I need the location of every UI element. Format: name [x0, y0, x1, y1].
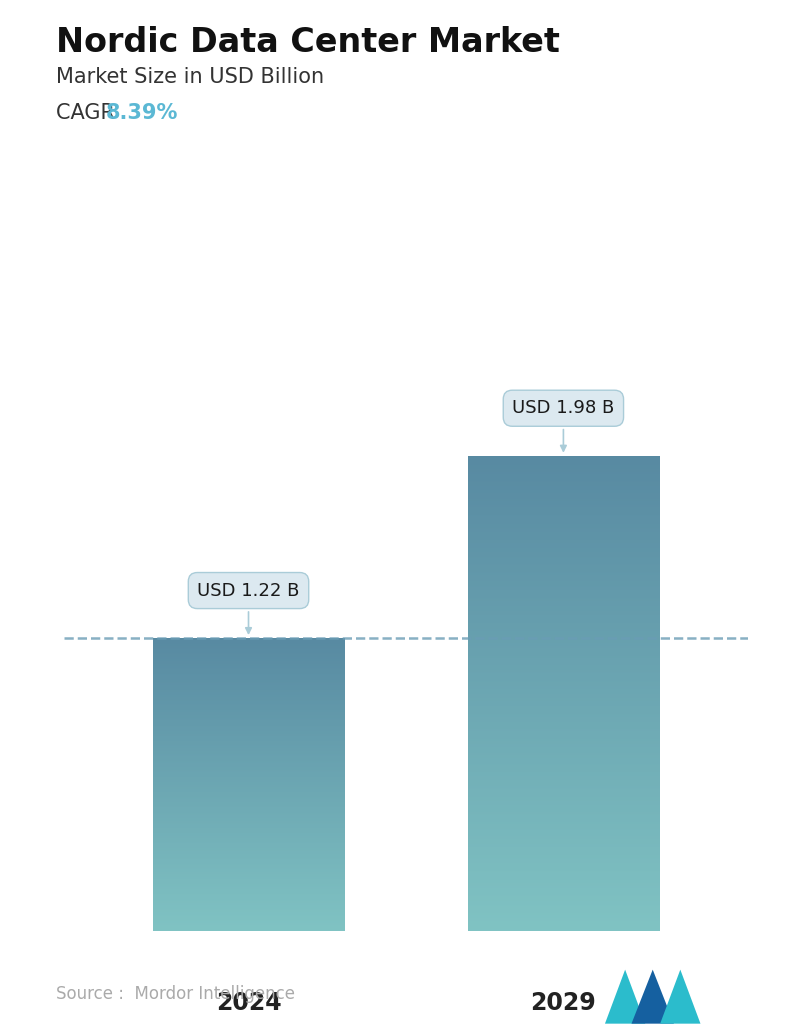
Text: Source :  Mordor Intelligence: Source : Mordor Intelligence [56, 985, 295, 1003]
Polygon shape [605, 970, 646, 1024]
Text: Market Size in USD Billion: Market Size in USD Billion [56, 67, 324, 87]
Text: 8.39%: 8.39% [106, 103, 178, 123]
Text: 2029: 2029 [530, 991, 596, 1014]
Polygon shape [660, 970, 700, 1024]
Text: USD 1.22 B: USD 1.22 B [197, 581, 300, 633]
Text: CAGR: CAGR [56, 103, 121, 123]
Text: USD 1.98 B: USD 1.98 B [513, 399, 615, 451]
Polygon shape [631, 970, 674, 1024]
Text: 2024: 2024 [216, 991, 281, 1014]
Text: Nordic Data Center Market: Nordic Data Center Market [56, 26, 560, 59]
